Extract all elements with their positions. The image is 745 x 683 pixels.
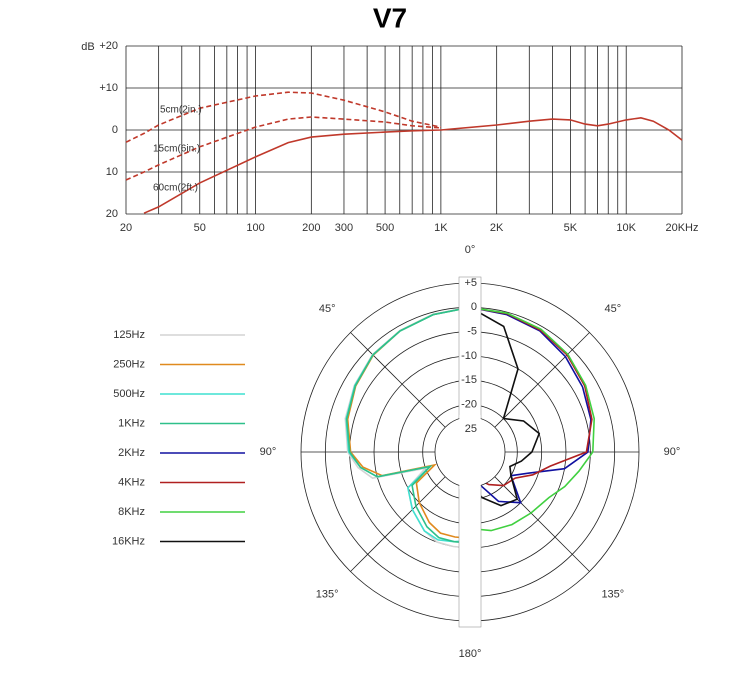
series-label: 60cm(2ft.) xyxy=(153,183,198,194)
series-label: 15cm(6in.) xyxy=(153,144,200,155)
polar-line xyxy=(469,306,596,532)
angle-label: 90° xyxy=(260,446,277,458)
axis-strip-center xyxy=(459,415,481,489)
angle-label: 90° xyxy=(664,446,681,458)
y-tick-label: +20 xyxy=(99,40,118,52)
angle-label: 45° xyxy=(319,303,336,315)
legend-label: 1KHz xyxy=(118,417,145,429)
spoke xyxy=(350,332,455,437)
series-line xyxy=(143,116,683,214)
legend-label: 125Hz xyxy=(113,329,145,341)
r-tick-label: -5 xyxy=(467,326,477,338)
polar-line xyxy=(469,306,592,504)
x-tick-label: 20KHz xyxy=(665,222,698,234)
legend-label: 16KHz xyxy=(112,535,145,547)
x-tick-label: 50 xyxy=(194,222,206,234)
y-axis-label: dB xyxy=(81,41,94,53)
chart-title: V7 xyxy=(373,2,407,33)
y-tick-label: +10 xyxy=(99,82,118,94)
angle-label: 0° xyxy=(465,244,476,256)
y-tick-label: 20 xyxy=(106,208,118,220)
legend-label: 2KHz xyxy=(118,447,145,459)
r-tick-label: -15 xyxy=(461,374,477,386)
polar-line xyxy=(345,306,471,544)
polar-line xyxy=(469,306,541,507)
spoke xyxy=(485,332,590,437)
angle-label: 180° xyxy=(459,648,482,660)
x-tick-label: 200 xyxy=(302,222,320,234)
x-tick-label: 20 xyxy=(120,222,132,234)
spoke xyxy=(485,467,590,572)
r-tick-label: 25 xyxy=(465,423,477,435)
legend-label: 8KHz xyxy=(118,506,145,518)
x-tick-label: 500 xyxy=(376,222,394,234)
r-tick-label: 0 xyxy=(471,301,477,313)
x-tick-label: 300 xyxy=(335,222,353,234)
series-line xyxy=(125,91,442,143)
r-tick-label: -20 xyxy=(461,399,477,411)
spoke xyxy=(350,467,455,572)
series-label: 5cm(2in.) xyxy=(160,105,202,116)
x-tick-label: 5K xyxy=(564,222,578,234)
r-tick-label: -10 xyxy=(461,350,477,362)
y-tick-label: 10 xyxy=(106,166,118,178)
x-tick-label: 10K xyxy=(616,222,636,234)
angle-label: 45° xyxy=(605,303,622,315)
legend-label: 250Hz xyxy=(113,358,145,370)
y-tick-label: 0 xyxy=(112,124,118,136)
polar-line xyxy=(469,306,593,487)
x-tick-label: 100 xyxy=(246,222,264,234)
r-tick-label: +5 xyxy=(464,277,477,289)
legend-label: 4KHz xyxy=(118,476,145,488)
x-tick-label: 1K xyxy=(434,222,448,234)
legend-label: 500Hz xyxy=(113,388,145,400)
angle-label: 135° xyxy=(316,589,339,601)
x-tick-label: 2K xyxy=(490,222,504,234)
angle-label: 135° xyxy=(601,589,624,601)
